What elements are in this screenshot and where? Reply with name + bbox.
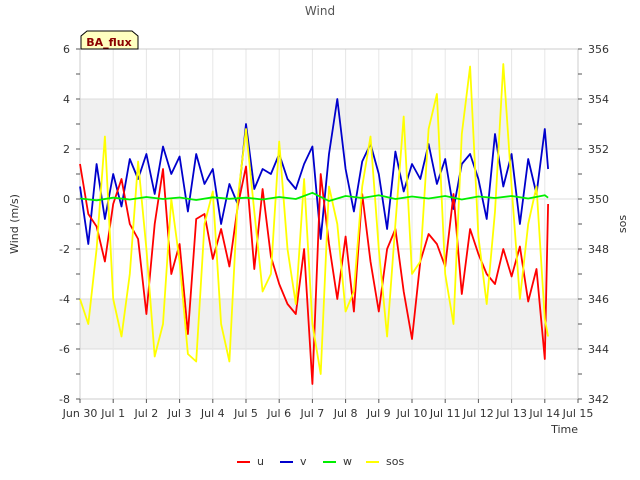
x-tick-label: Jul 7 [300,407,325,420]
x-tick-label: Jul 15 [562,407,594,420]
y-left-tick-label: -6 [59,343,70,356]
x-tick-label: Jun 30 [62,407,98,420]
y-right-tick-label: 356 [588,43,609,56]
x-tick-label: Jul 3 [167,407,192,420]
y-left-tick-label: -2 [59,243,70,256]
x-tick-label: Jul 1 [100,407,125,420]
x-tick-label: Jul 10 [396,407,428,420]
y-left-tick-label: 0 [63,193,70,206]
x-tick-label: Jul 11 [429,407,461,420]
series-line-w [79,191,549,202]
y-right-tick-label: 342 [588,393,609,406]
x-tick-label: Jul 13 [495,407,527,420]
x-axis-ticks: Jun 30 Jul 1 Jul 2 Jul 3 Jul 4 Jul 5 Jul 6 Jul … [62,399,594,420]
y-axis-right-label: sos [616,215,629,233]
series-line-u [79,163,549,385]
y-right-tick-label: 346 [588,293,609,306]
y-axis-left-label: Wind (m/s) [8,194,21,254]
badge: BA_flux [80,30,139,50]
y-right-tick-label: 352 [588,143,609,156]
band-1 [80,299,578,349]
x-tick-label: Jul 9 [366,407,391,420]
x-axis-label: Time [550,423,578,436]
x-tick-label: Jul 12 [462,407,494,420]
chart-title: Wind [305,4,335,18]
series-line-sos [79,63,549,375]
y-right-tick-label: 348 [588,243,609,256]
badge-box [80,30,139,50]
y-right-tick-label: 354 [588,93,609,106]
background-bands [80,99,578,349]
x-tick-label: Jul 14 [528,407,560,420]
legend-label-w: w [343,455,352,468]
series-lines [79,63,549,385]
x-tick-label: Jul 5 [233,407,258,420]
y-axis-right-ticks: 356 354 352 350 348 346 344 342 [578,43,609,406]
legend-label-u: u [257,455,264,468]
x-tick-label: Jul 6 [266,407,291,420]
legend-label-sos: sos [386,455,404,468]
y-right-tick-label: 350 [588,193,609,206]
band-0 [80,99,578,149]
x-tick-label: Jul 8 [333,407,358,420]
x-tick-label: Jul 4 [200,407,225,420]
y-left-tick-label: 6 [63,43,70,56]
y-left-tick-label: 2 [63,143,70,156]
badge-label: BA_flux [86,36,131,49]
y-axis-left-ticks: 6 4 2 0 -2 -4 -6 -8 [59,43,80,406]
y-left-tick-label: 4 [63,93,70,106]
y-left-tick-label: -4 [59,293,70,306]
x-tick-label: Jul 2 [134,407,159,420]
y-left-tick-label: -8 [59,393,70,406]
legend: u v w sos [237,455,404,468]
legend-label-v: v [300,455,307,468]
y-right-tick-label: 344 [588,343,609,356]
